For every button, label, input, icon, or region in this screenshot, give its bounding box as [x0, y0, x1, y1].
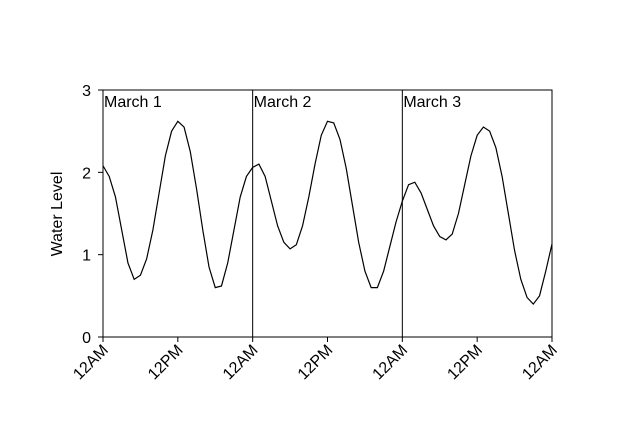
y-tick-label: 0: [82, 330, 91, 347]
x-tick-label: 12AM: [519, 342, 561, 384]
y-tick-label: 1: [82, 248, 91, 265]
x-tick-label: 12PM: [145, 342, 187, 384]
x-tick-label: 12PM: [295, 342, 337, 384]
day-label: March 2: [254, 94, 312, 111]
y-tick-label: 3: [82, 83, 91, 100]
plot-frame: [102, 89, 553, 338]
x-tick-label: 12AM: [70, 342, 112, 384]
x-tick-label: 12AM: [370, 342, 412, 384]
x-tick-label: 12AM: [220, 342, 262, 384]
day-label: March 1: [104, 94, 162, 111]
day-label: March 3: [403, 94, 461, 111]
y-tick-label: 2: [82, 165, 91, 182]
y-axis-label: Water Level: [49, 172, 66, 257]
data-line: [102, 120, 553, 305]
x-tick-label: 12PM: [444, 342, 486, 384]
